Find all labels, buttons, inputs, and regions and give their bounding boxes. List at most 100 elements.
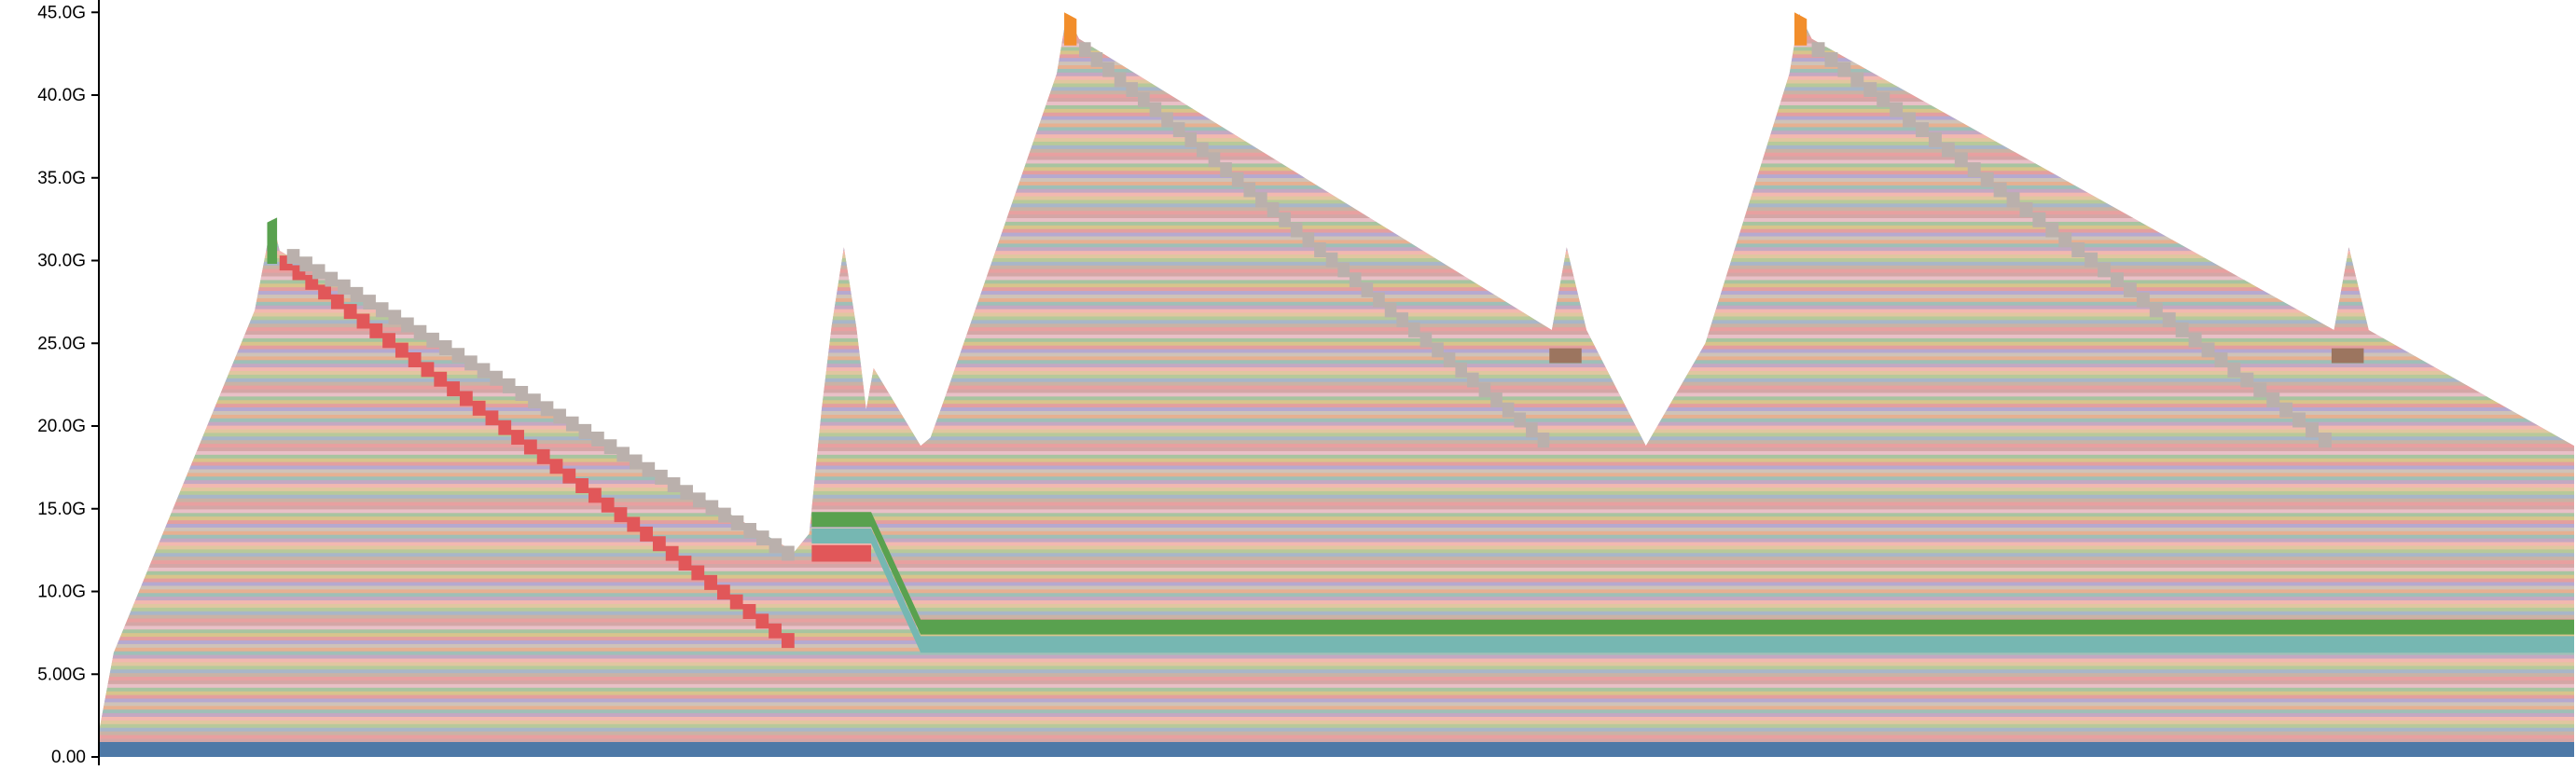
allocation-stripe: [99, 28, 2574, 33]
allocation-stripe: [99, 137, 2574, 142]
allocation-stripe: [99, 530, 2574, 535]
allocation-stripe: [99, 119, 2574, 124]
allocation-stripe: [99, 735, 2574, 739]
allocation-stripe: [99, 443, 2574, 448]
allocation-stripe: [99, 483, 2574, 488]
allocation-stripe: [99, 305, 2574, 309]
allocation-stripe: [99, 599, 2574, 604]
allocation-stripe: [99, 399, 2574, 405]
allocation-stripe: [99, 210, 2574, 215]
allocation-stripe: [99, 687, 2574, 692]
highlighted-series-0: [99, 742, 2574, 757]
allocation-stripe: [99, 552, 2574, 557]
allocation-stripe: [99, 738, 2574, 743]
highlighted-series-5: [1064, 12, 1077, 46]
allocation-stripe: [99, 76, 2574, 80]
allocation-stripe: [99, 320, 2574, 324]
allocation-stripe: [99, 301, 2574, 306]
allocation-stripe: [99, 345, 2574, 350]
allocation-stripe: [99, 236, 2574, 241]
allocation-stripe: [99, 206, 2574, 212]
y-tick-label: 30.0G: [37, 252, 86, 271]
allocation-stripe: [99, 549, 2574, 554]
staircase-band-3: [1811, 42, 2332, 458]
allocation-stripe: [99, 410, 2574, 415]
allocation-stripe: [99, 294, 2574, 298]
staircase-band-2: [1078, 42, 1550, 458]
allocation-stripe: [99, 672, 2574, 678]
staircase-band-0: [279, 255, 795, 658]
allocation-stripe: [99, 341, 2574, 346]
allocation-stripe: [99, 654, 2574, 659]
allocation-stripe: [99, 90, 2574, 95]
y-tick-label: 15.0G: [37, 500, 86, 519]
allocation-stripe: [99, 607, 2574, 612]
allocation-stripe: [99, 156, 2574, 160]
allocation-stripe: [99, 396, 2574, 401]
allocation-stripe: [99, 159, 2574, 164]
allocation-stripe: [99, 79, 2574, 84]
allocation-stripe: [99, 14, 2574, 15]
allocation-stripe: [99, 272, 2574, 277]
allocation-stripe: [99, 370, 2574, 375]
allocation-stripe: [99, 276, 2574, 281]
allocation-stripe: [99, 330, 2574, 335]
allocation-stripe: [99, 702, 2574, 707]
allocation-stripe: [99, 43, 2574, 48]
allocation-stripe: [99, 374, 2574, 378]
allocation-stripe: [99, 141, 2574, 145]
allocation-stripe: [99, 14, 2574, 19]
allocation-stripe: [99, 280, 2574, 284]
allocation-stripe: [99, 203, 2574, 208]
allocation-stripe: [99, 651, 2574, 655]
allocation-stripe: [99, 32, 2574, 36]
allocation-stripe: [99, 17, 2574, 22]
allocation-stripe: [99, 538, 2574, 543]
allocation-stripe: [99, 559, 2574, 564]
allocation-stripe: [99, 414, 2574, 419]
allocation-stripe: [99, 436, 2574, 441]
allocation-stripe: [99, 389, 2574, 393]
allocation-stripe: [99, 21, 2574, 26]
allocation-stripe: [99, 433, 2574, 437]
allocation-stripe: [99, 101, 2574, 105]
y-tick-label: 10.0G: [37, 583, 86, 602]
allocation-stripe: [99, 475, 2574, 481]
allocation-stripe: [99, 556, 2574, 561]
allocation-stripe: [99, 421, 2574, 426]
allocation-stripe: [99, 104, 2574, 109]
allocation-stripe: [99, 691, 2574, 695]
allocation-stripe: [99, 705, 2574, 710]
allocation-stripe: [99, 381, 2574, 386]
allocation-stripe: [99, 632, 2574, 638]
allocation-stripe: [99, 498, 2574, 502]
allocation-stripe: [99, 188, 2574, 193]
allocation-stripe: [99, 323, 2574, 328]
allocation-stripe: [99, 585, 2574, 590]
allocation-stripe: [99, 116, 2574, 120]
allocation-stripe: [99, 487, 2574, 491]
allocation-stripe: [99, 282, 2574, 288]
allocation-stripe: [99, 221, 2574, 226]
allocation-stripe: [99, 589, 2574, 594]
highlighted-series-8: [2331, 348, 2364, 364]
allocation-stripe: [99, 228, 2574, 233]
allocation-stripe: [99, 527, 2574, 531]
allocation-stripe: [99, 97, 2574, 103]
allocation-stripe: [99, 596, 2574, 601]
allocation-stripe: [99, 356, 2574, 361]
allocation-stripe: [99, 611, 2574, 615]
y-tick-label: 25.0G: [37, 334, 86, 353]
allocation-stripe: [99, 592, 2574, 598]
allocation-stripe: [99, 337, 2574, 342]
allocation-stripe: [99, 148, 2574, 153]
allocation-stripe: [99, 127, 2574, 131]
allocation-stripe: [99, 731, 2574, 736]
allocation-stripe: [99, 309, 2574, 313]
allocation-stripe: [99, 458, 2574, 462]
allocation-stripe: [99, 173, 2574, 179]
allocation-stripe: [99, 83, 2574, 88]
allocation-stripe: [99, 567, 2574, 571]
allocation-stripe: [99, 225, 2574, 229]
allocation-stripe: [99, 542, 2574, 546]
